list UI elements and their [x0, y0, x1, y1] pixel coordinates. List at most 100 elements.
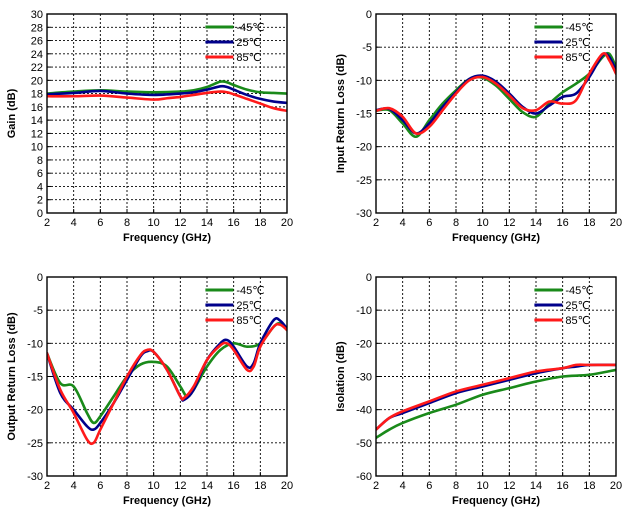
- legend-label: 25℃: [236, 37, 261, 49]
- y-tick-label: -50: [356, 438, 372, 450]
- y-tick-label: 16: [31, 102, 43, 114]
- series-line-3: [376, 363, 616, 431]
- legend-label: 25℃: [565, 37, 590, 49]
- y-axis-label: Gain (dB): [6, 88, 18, 138]
- chart-panel-3: 2 4 6 8 10 12 14 16 18 20 -30 -25 -20 -15 -10 -5 0 Freque…: [6, 272, 293, 507]
- y-tick-label: 0: [366, 9, 372, 21]
- legend-label: 85℃: [236, 52, 261, 64]
- x-tick-label: 16: [557, 217, 569, 229]
- x-tick-label: 10: [477, 217, 489, 229]
- y-tick-label: 20: [31, 75, 43, 87]
- y-tick-label: 0: [37, 272, 43, 284]
- y-tick-label: 6: [37, 168, 43, 180]
- x-tick-label: 6: [426, 480, 432, 492]
- x-tick-label: 16: [557, 480, 569, 492]
- chart-panel-2: 2 4 6 8 10 12 14 16 18 20 -30 -25 -20 -15 -10 -5 0 Freque…: [335, 9, 622, 244]
- y-tick-label: 14: [31, 115, 43, 127]
- legend-label: -45℃: [565, 22, 593, 34]
- series-line-3: [376, 52, 616, 136]
- x-tick-label: 6: [97, 480, 103, 492]
- y-tick-label: 12: [31, 128, 43, 140]
- y-tick-label: -5: [33, 305, 43, 317]
- x-tick-label: 4: [400, 217, 406, 229]
- y-tick-label: -10: [356, 75, 372, 87]
- x-tick-label: 20: [281, 480, 293, 492]
- series-line-2: [47, 317, 287, 432]
- x-tick-label: 16: [228, 217, 240, 229]
- y-axis-label: Output Return Loss (dB): [6, 312, 18, 441]
- x-tick-label: 6: [97, 217, 103, 229]
- x-tick-label: 8: [124, 480, 130, 492]
- y-tick-label: 28: [31, 22, 43, 34]
- plot-frame: [375, 276, 617, 477]
- x-tick-label: 8: [124, 217, 130, 229]
- y-tick-label: 26: [31, 36, 43, 48]
- y-tick-label: -15: [27, 372, 43, 384]
- x-tick-label: 10: [477, 480, 489, 492]
- legend-label: -45℃: [236, 22, 264, 34]
- series-line-3: [47, 90, 287, 113]
- plot-frame: [46, 276, 288, 477]
- y-tick-label: -10: [27, 338, 43, 350]
- y-tick-label: 10: [31, 142, 43, 154]
- x-tick-label: 20: [610, 480, 622, 492]
- legend-label: 25℃: [565, 300, 590, 312]
- x-tick-label: 12: [503, 480, 515, 492]
- x-tick-label: 20: [281, 217, 293, 229]
- x-tick-label: 2: [44, 480, 50, 492]
- x-tick-label: 2: [373, 217, 379, 229]
- x-tick-label: 4: [71, 480, 77, 492]
- y-tick-label: 4: [37, 181, 43, 193]
- x-tick-label: 14: [530, 480, 542, 492]
- y-tick-label: 8: [37, 155, 43, 167]
- series-line-3: [47, 322, 287, 446]
- y-tick-label: -15: [356, 109, 372, 121]
- legend-label: 25℃: [236, 300, 261, 312]
- x-tick-label: 2: [44, 217, 50, 229]
- y-tick-label: -20: [356, 338, 372, 350]
- x-tick-label: 14: [201, 480, 213, 492]
- x-tick-label: 20: [610, 217, 622, 229]
- x-tick-label: 14: [530, 217, 542, 229]
- x-tick-label: 10: [148, 217, 160, 229]
- y-tick-label: -30: [27, 471, 43, 483]
- y-tick-label: 0: [366, 272, 372, 284]
- y-tick-label: -30: [356, 372, 372, 384]
- x-tick-label: 2: [373, 480, 379, 492]
- series-line-2: [376, 363, 616, 431]
- y-tick-label: 24: [31, 49, 43, 61]
- legend-label: 85℃: [565, 52, 590, 64]
- x-axis-label: Frequency (GHz): [452, 495, 540, 507]
- y-tick-label: -25: [356, 175, 372, 187]
- x-tick-label: 12: [503, 217, 515, 229]
- series-line-1: [47, 321, 287, 425]
- legend-label: -45℃: [236, 285, 264, 297]
- x-tick-label: 8: [453, 480, 459, 492]
- x-tick-label: 16: [228, 480, 240, 492]
- x-tick-label: 18: [583, 480, 595, 492]
- y-tick-label: -20: [27, 405, 43, 417]
- x-tick-label: 10: [148, 480, 160, 492]
- series-line-1: [376, 368, 616, 440]
- y-tick-label: -20: [356, 142, 372, 154]
- legend-label: 85℃: [565, 315, 590, 327]
- plot-frame: [375, 13, 617, 214]
- y-tick-label: 0: [37, 208, 43, 220]
- y-tick-label: -5: [362, 42, 372, 54]
- chart-panel-4: 2 4 6 8 10 12 14 16 18 20 -60 -50 -40 -30 -20 -10 0 Frequ…: [335, 272, 622, 507]
- y-tick-label: -10: [356, 305, 372, 317]
- x-tick-label: 6: [426, 217, 432, 229]
- x-axis-label: Frequency (GHz): [452, 232, 540, 244]
- x-tick-label: 12: [174, 217, 186, 229]
- y-tick-label: 30: [31, 9, 43, 21]
- x-axis-label: Frequency (GHz): [123, 495, 211, 507]
- x-tick-label: 18: [254, 217, 266, 229]
- y-tick-label: 22: [31, 62, 43, 74]
- x-tick-label: 14: [201, 217, 213, 229]
- x-tick-label: 18: [254, 480, 266, 492]
- x-tick-label: 18: [583, 217, 595, 229]
- chart-panel-1: 2 4 6 8 10 12 14 16 18 20024681012141618202224262…: [6, 9, 293, 244]
- y-tick-label: -40: [356, 405, 372, 417]
- x-tick-label: 4: [400, 480, 406, 492]
